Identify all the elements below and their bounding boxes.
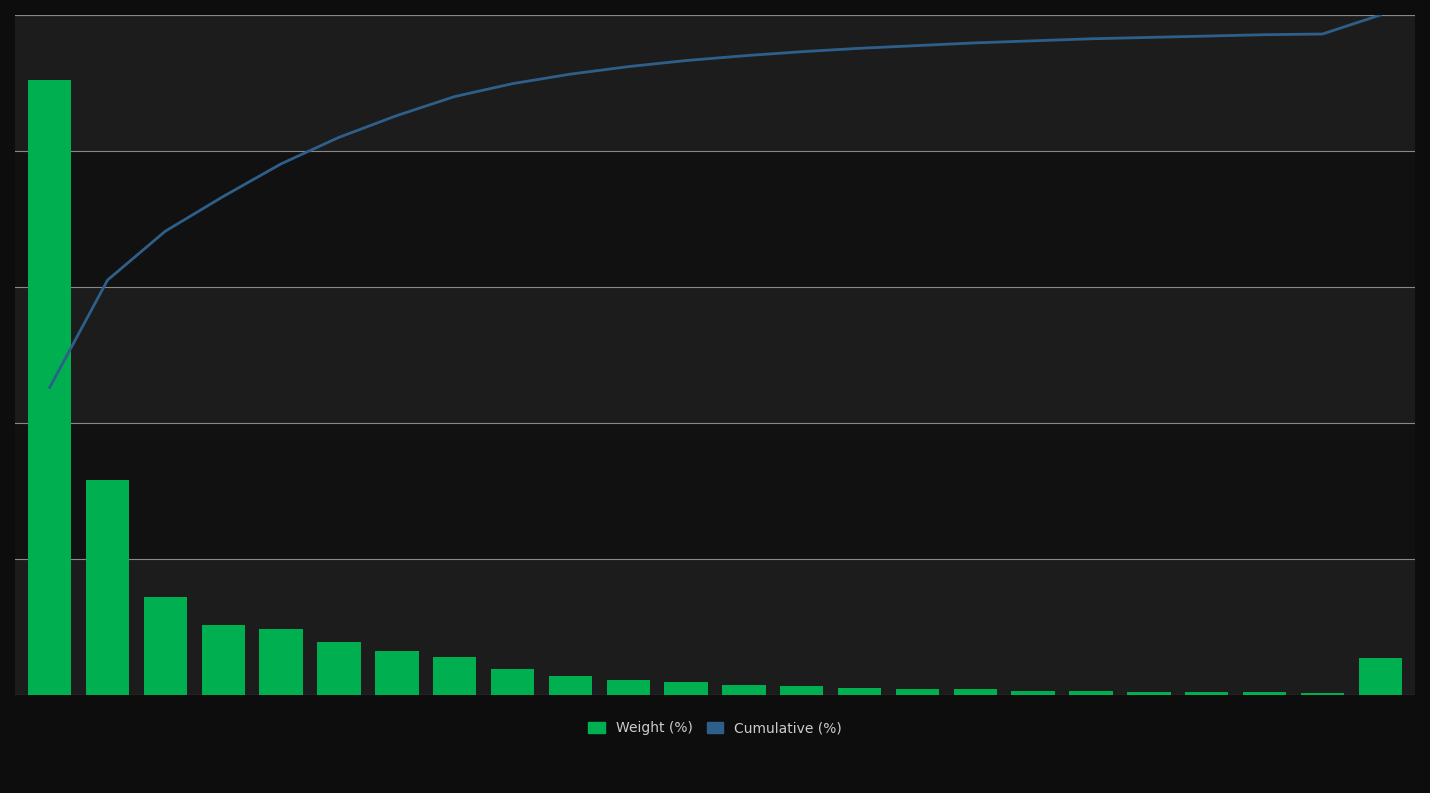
Bar xyxy=(549,676,592,695)
Bar xyxy=(1011,691,1055,695)
Bar xyxy=(1070,691,1113,695)
Bar xyxy=(14,287,1416,423)
Bar xyxy=(1127,692,1171,695)
Bar xyxy=(665,683,708,695)
Bar xyxy=(1185,692,1228,695)
Bar xyxy=(14,423,1416,559)
Bar xyxy=(895,689,940,695)
Bar xyxy=(29,80,72,695)
Bar xyxy=(317,642,360,695)
Bar xyxy=(14,15,1416,151)
Bar xyxy=(490,668,535,695)
Bar xyxy=(954,689,997,695)
Bar xyxy=(433,657,476,695)
Bar xyxy=(14,559,1416,695)
Bar xyxy=(1243,692,1286,695)
Bar xyxy=(375,651,419,695)
Bar xyxy=(259,630,303,695)
Bar xyxy=(144,597,187,695)
Bar xyxy=(781,687,824,695)
Bar xyxy=(1358,658,1401,695)
Bar xyxy=(202,626,245,695)
Bar xyxy=(838,688,881,695)
Bar xyxy=(606,680,649,695)
Bar xyxy=(722,685,765,695)
Bar xyxy=(1301,693,1344,695)
Bar xyxy=(14,151,1416,287)
Legend: Weight (%), Cumulative (%): Weight (%), Cumulative (%) xyxy=(588,722,842,735)
Bar xyxy=(86,480,129,695)
